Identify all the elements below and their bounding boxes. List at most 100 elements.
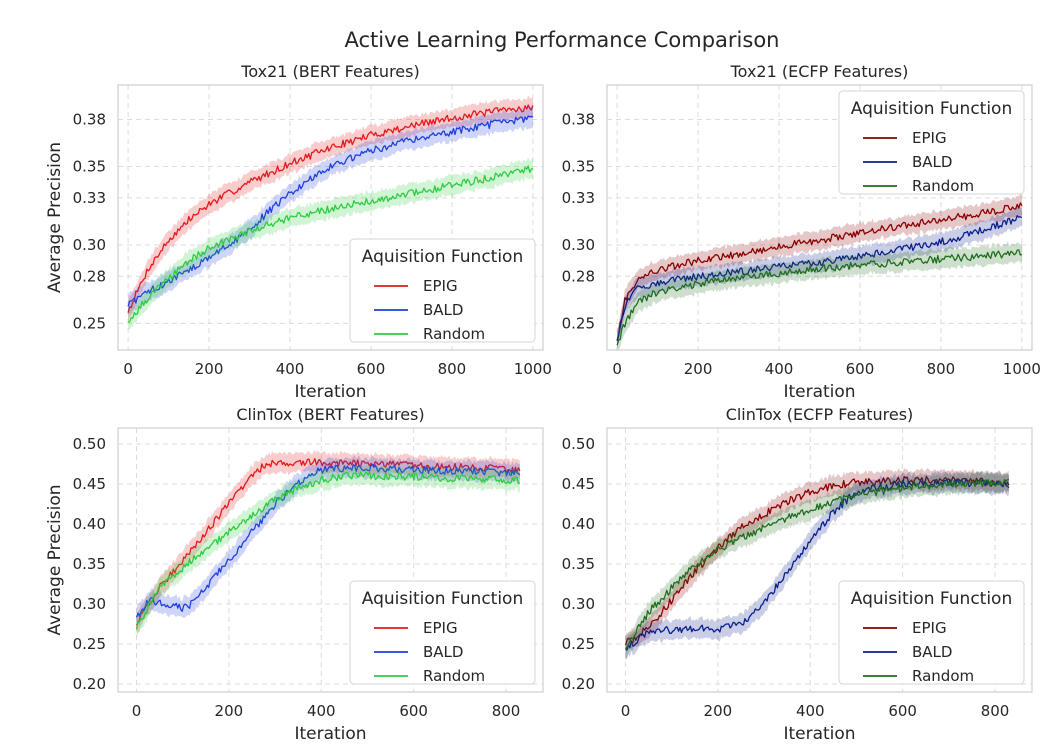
legend-box [349, 580, 536, 685]
panel-title: Tox21 (BERT Features) [240, 62, 419, 81]
x-tick-label: 400 [276, 360, 305, 378]
x-tick-label: 0 [621, 702, 631, 720]
plot-frame [117, 427, 544, 693]
legend-label-random: Random [423, 667, 485, 685]
line-random [625, 478, 1010, 650]
x-axis-label: Iteration [294, 724, 366, 744]
legend-title: Aquisition Function [362, 589, 523, 609]
panel-1: 0 200 400 600 800 1000 0.25 0.28 0.30 0.33 0.35 0.3… [45, 62, 552, 402]
legend-label-epig: EPIG [912, 619, 947, 637]
x-tick-label: 0 [132, 702, 142, 720]
line-bald [135, 463, 521, 618]
y-tick-label: 0.35 [562, 555, 595, 573]
legend-label-bald: BALD [912, 643, 952, 661]
y-tick-label: 0.35 [562, 158, 595, 176]
panel-title: ClinTox (ECFP Features) [726, 405, 914, 424]
x-tick-label: 200 [684, 360, 713, 378]
x-axis-label: Iteration [294, 382, 366, 402]
y-tick-label: 0.25 [562, 635, 595, 653]
line-epig [127, 104, 534, 313]
series-bald [135, 455, 521, 626]
plot-frame [117, 84, 544, 351]
series-epig [616, 193, 1023, 349]
x-tick-label: 200 [195, 360, 224, 378]
y-tick-label: 0.35 [73, 158, 106, 176]
ci-band-epig [617, 193, 1022, 349]
panel-2: 0 200 400 600 800 1000 0.25 0.28 0.30 0.33 0.35 0.3… [562, 62, 1041, 402]
x-tick-label: 600 [357, 360, 386, 378]
x-tick-label: 600 [888, 702, 917, 720]
series-random [128, 157, 534, 330]
y-tick-label: 0.25 [562, 314, 595, 332]
y-tick-label: 0.50 [73, 435, 106, 453]
figure-title: Active Learning Performance Comparison [345, 28, 780, 52]
ci-band-epig [128, 95, 533, 323]
x-tick-label: 800 [492, 702, 521, 720]
x-tick-label: 1000 [514, 360, 552, 378]
ci-band-epig [625, 467, 1009, 654]
legend-label-bald: BALD [423, 301, 463, 319]
ci-band-random [617, 241, 1022, 350]
line-random [135, 471, 521, 630]
legend-label-bald: BALD [912, 153, 952, 171]
line-epig [624, 475, 1010, 646]
y-tick-label: 0.25 [73, 635, 106, 653]
legend-title: Aquisition Function [851, 589, 1012, 609]
panel-title: Tox21 (ECFP Features) [730, 62, 909, 81]
x-tick-label: 800 [927, 360, 956, 378]
ci-band-bald [128, 106, 533, 315]
y-tick-label: 0.38 [562, 110, 595, 128]
panel-3: 0 200 400 600 800 0.20 0.25 0.30 0.35 0.40 0.45 0.5… [45, 405, 544, 744]
legend: Aquisition Function EPIG BALD Random [349, 580, 536, 685]
x-tick-label: 200 [215, 702, 244, 720]
ci-band-epig [136, 450, 520, 633]
x-tick-label: 1000 [1003, 360, 1041, 378]
y-tick-label: 0.30 [73, 595, 106, 613]
y-tick-label: 0.45 [562, 475, 595, 493]
y-tick-label: 0.38 [73, 110, 106, 128]
x-axis-label: Iteration [783, 724, 855, 744]
legend-label-random: Random [912, 177, 974, 195]
ci-band-bald [136, 455, 520, 626]
legend-label-bald: BALD [423, 643, 463, 661]
x-tick-label: 600 [846, 360, 875, 378]
x-axis-label: Iteration [783, 382, 855, 402]
series-epig [624, 467, 1010, 654]
legend: Aquisition Function EPIG BALD Random [349, 238, 536, 343]
series-bald [616, 207, 1023, 348]
y-tick-label: 0.33 [73, 189, 106, 207]
ci-band-bald [617, 207, 1022, 348]
legend-label-epig: EPIG [423, 277, 458, 295]
legend-label-epig: EPIG [912, 129, 947, 147]
x-tick-label: 0 [123, 360, 133, 378]
ci-band-bald [625, 470, 1009, 660]
legend-box [838, 580, 1025, 685]
series-random [616, 241, 1023, 350]
legend-box [838, 90, 1025, 195]
legend-label-epig: EPIG [423, 619, 458, 637]
series-bald [127, 106, 534, 315]
legend-box [349, 238, 536, 343]
line-bald [625, 478, 1010, 651]
ci-band-random [128, 157, 533, 330]
plot-frame [606, 84, 1033, 351]
y-tick-label: 0.30 [562, 236, 595, 254]
y-axis-label: Average Precision [45, 142, 65, 293]
y-tick-label: 0.30 [562, 595, 595, 613]
x-tick-label: 400 [796, 702, 825, 720]
legend-title: Aquisition Function [362, 247, 523, 267]
panel-4: 0 200 400 600 800 0.20 0.25 0.30 0.35 0.40 0.45 0.5… [562, 405, 1033, 744]
panel-title: ClinTox (BERT Features) [236, 405, 424, 424]
legend: Aquisition Function EPIG BALD Random [838, 90, 1025, 195]
line-bald [127, 115, 534, 307]
series-random [135, 463, 521, 640]
x-tick-label: 600 [399, 702, 428, 720]
line-random [128, 165, 534, 323]
legend-label-random: Random [423, 325, 485, 343]
y-tick-label: 0.45 [73, 475, 106, 493]
line-epig [616, 202, 1023, 341]
y-tick-label: 0.40 [73, 515, 106, 533]
series-bald [625, 470, 1010, 660]
series-random [625, 470, 1010, 660]
y-tick-label: 0.28 [73, 267, 106, 285]
